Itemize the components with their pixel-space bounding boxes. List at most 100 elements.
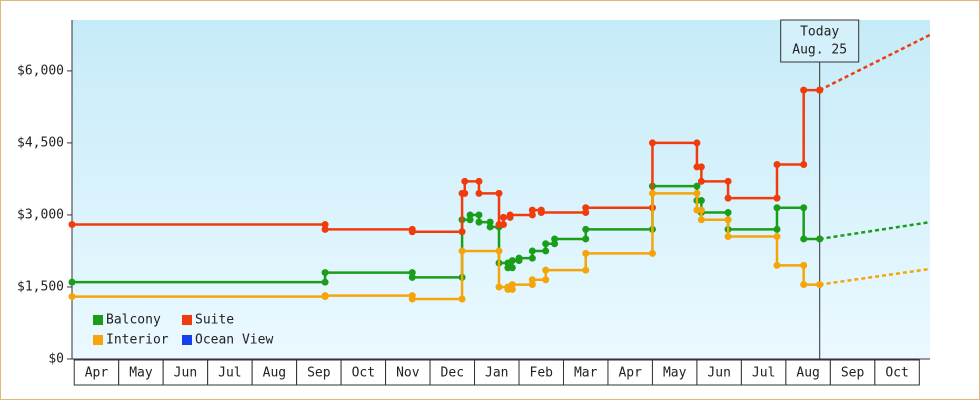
x-tick-box bbox=[785, 359, 831, 386]
point bbox=[697, 177, 705, 185]
step-corner bbox=[724, 177, 732, 185]
x-tick-label: Sep bbox=[841, 366, 865, 381]
y-tick-label: $3,000 bbox=[17, 207, 64, 222]
point bbox=[542, 240, 550, 248]
point bbox=[508, 257, 516, 265]
step-corner bbox=[551, 240, 559, 248]
legend-label: Balcony bbox=[106, 313, 161, 328]
x-tick-label: May bbox=[663, 366, 687, 381]
point bbox=[321, 269, 329, 277]
step-corner bbox=[648, 249, 656, 257]
point bbox=[542, 266, 550, 274]
point bbox=[408, 273, 416, 281]
point bbox=[724, 233, 732, 241]
step-corner bbox=[475, 211, 483, 219]
x-tick-label: Apr bbox=[85, 366, 109, 381]
step-corner bbox=[528, 281, 536, 289]
point bbox=[486, 223, 494, 231]
legend-swatch bbox=[182, 335, 192, 345]
step-corner bbox=[693, 189, 701, 197]
point bbox=[506, 211, 514, 219]
step-corner bbox=[773, 225, 781, 233]
x-tick-box bbox=[207, 359, 253, 386]
x-tick-box bbox=[651, 359, 698, 386]
y-tick-label: $0 bbox=[48, 352, 64, 367]
today-label: Today bbox=[800, 25, 839, 40]
today-box bbox=[780, 19, 860, 63]
step-corner bbox=[773, 233, 781, 241]
point bbox=[773, 204, 781, 212]
legend-swatch bbox=[182, 315, 192, 325]
step-corner bbox=[408, 269, 416, 277]
x-tick-label: Mar bbox=[574, 366, 598, 381]
point bbox=[466, 211, 474, 219]
step-corner bbox=[458, 228, 466, 236]
point bbox=[773, 261, 781, 269]
point bbox=[68, 293, 76, 301]
legend-swatch bbox=[93, 315, 103, 325]
x-tick-label: Feb bbox=[530, 366, 554, 381]
step-corner bbox=[321, 221, 329, 229]
step-corner bbox=[800, 204, 808, 212]
point bbox=[475, 189, 483, 197]
point bbox=[816, 235, 824, 243]
point bbox=[475, 218, 483, 226]
point bbox=[816, 281, 824, 289]
point bbox=[551, 235, 559, 243]
x-tick-label: May bbox=[129, 366, 153, 381]
step-corner bbox=[697, 163, 705, 171]
legend-label: Ocean View bbox=[195, 333, 273, 348]
x-tick-label: Dec bbox=[441, 366, 464, 381]
step-corner bbox=[508, 285, 516, 293]
point bbox=[68, 221, 76, 229]
x-tick-label: Sep bbox=[307, 366, 331, 381]
point bbox=[68, 278, 76, 286]
x-tick-box bbox=[829, 359, 876, 386]
y-tick-label: $6,000 bbox=[17, 63, 64, 78]
x-tick-box bbox=[118, 359, 164, 386]
point bbox=[816, 86, 824, 94]
step-corner bbox=[475, 177, 483, 185]
x-tick-label: Jul bbox=[218, 366, 241, 381]
point bbox=[408, 228, 416, 236]
step-corner bbox=[495, 247, 503, 255]
x-tick-box bbox=[874, 359, 920, 386]
x-tick-label: Aug bbox=[263, 366, 286, 381]
x-tick-label: Jul bbox=[752, 366, 775, 381]
forecast-line bbox=[819, 220, 931, 241]
point bbox=[773, 161, 781, 169]
point bbox=[724, 194, 732, 202]
step-corner bbox=[495, 189, 503, 197]
point bbox=[499, 213, 507, 221]
legend-label: Suite bbox=[195, 313, 234, 328]
point bbox=[508, 281, 516, 289]
point bbox=[800, 235, 808, 243]
x-tick-label: Jun bbox=[174, 366, 197, 381]
step-corner bbox=[582, 266, 590, 274]
today-label: Aug. 25 bbox=[792, 43, 847, 58]
legend-swatch bbox=[93, 335, 103, 345]
step-corner bbox=[693, 139, 701, 147]
x-tick-box bbox=[696, 359, 742, 386]
x-tick-label: Nov bbox=[396, 366, 420, 381]
point bbox=[461, 177, 469, 185]
step-corner bbox=[697, 197, 705, 205]
step-corner bbox=[458, 295, 466, 303]
point bbox=[528, 276, 536, 284]
step-corner bbox=[466, 216, 474, 224]
x-tick-box bbox=[296, 359, 342, 386]
point bbox=[648, 189, 656, 197]
step-corner bbox=[321, 278, 329, 286]
point bbox=[321, 292, 329, 300]
step-corner bbox=[508, 264, 516, 272]
point bbox=[408, 295, 416, 303]
point bbox=[800, 281, 808, 289]
point bbox=[582, 225, 590, 233]
step-corner bbox=[724, 216, 732, 224]
x-tick-label: Jan bbox=[485, 366, 508, 381]
x-tick-label: Apr bbox=[618, 366, 642, 381]
step-corner bbox=[528, 254, 536, 262]
x-tick-label: Oct bbox=[352, 366, 375, 381]
point bbox=[528, 206, 536, 214]
step-corner bbox=[542, 276, 550, 284]
